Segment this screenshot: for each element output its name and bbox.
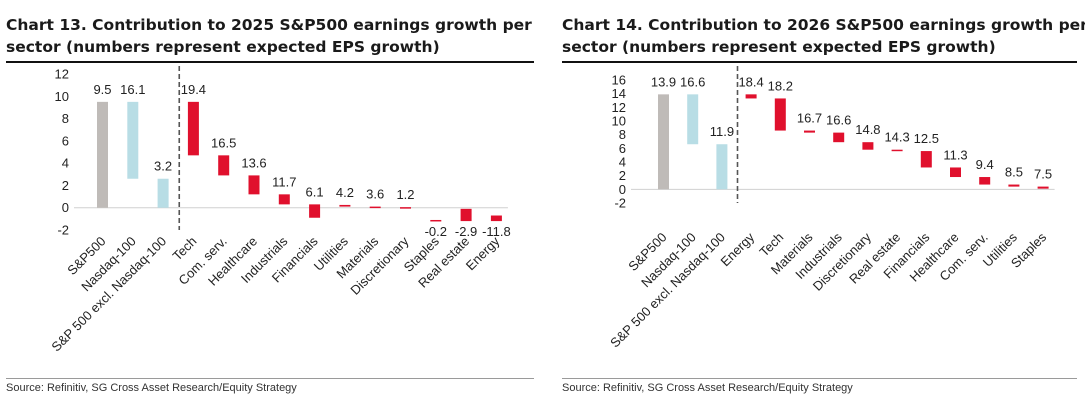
y-tick-label: 12	[55, 67, 69, 82]
data-label: 19.4	[181, 82, 206, 97]
waterfall-chart-13: -20246810129.5S&P50016.1Nasdaq-1003.2S&P…	[48, 66, 511, 354]
data-label: 16.1	[120, 82, 145, 97]
bar-healthcare	[248, 175, 260, 195]
bar-tech	[187, 101, 199, 156]
bar-materials	[369, 206, 381, 209]
chart-13-panel: Chart 13. Contribution to 2025 S&P500 ea…	[0, 0, 540, 418]
bar-s-p500	[97, 101, 108, 208]
bar-s-p-500-excl-nasdaq-100	[157, 178, 169, 208]
y-tick-label: 6	[62, 133, 69, 148]
data-label: 9.5	[93, 82, 111, 97]
bar-energy	[490, 215, 502, 222]
data-label: -2.9	[455, 224, 477, 239]
bar-utilities	[1008, 184, 1020, 187]
chart-title: Chart 14. Contribution to 2026 S&P500 ea…	[562, 16, 1085, 56]
data-label: 16.5	[211, 135, 236, 150]
chart-title: Chart 13. Contribution to 2025 S&P500 ea…	[6, 16, 532, 56]
y-tick-label: 4	[62, 156, 69, 171]
source-rule	[6, 378, 534, 379]
y-tick-label: -2	[57, 223, 69, 238]
y-tick-label: 8	[62, 111, 69, 126]
y-tick-label: 6	[619, 141, 626, 156]
data-label: 12.5	[914, 131, 939, 146]
category-label: S&P 500 excl. Nasdaq-100	[607, 230, 728, 351]
data-label: 13.6	[241, 155, 266, 170]
bar-staples	[430, 219, 442, 222]
data-label: 11.7	[272, 174, 296, 189]
y-tick-label: -2	[614, 196, 626, 211]
data-label: 13.9	[651, 74, 676, 89]
bar-healthcare	[950, 167, 961, 178]
y-tick-label: 12	[612, 100, 626, 115]
data-label: 18.4	[738, 74, 763, 89]
category-label: Energy	[717, 229, 757, 269]
bar-nasdaq-100	[127, 101, 139, 179]
bar-nasdaq-100	[687, 94, 699, 145]
bar-real-estate	[891, 149, 903, 152]
bar-financials	[920, 151, 932, 168]
y-tick-label: 0	[62, 200, 69, 215]
chart-14-panel: Chart 14. Contribution to 2026 S&P500 ea…	[556, 0, 1085, 418]
bar-industrials	[833, 132, 845, 143]
data-label: 14.3	[884, 130, 909, 145]
y-tick-label: 10	[612, 114, 626, 129]
data-label: -11.8	[482, 224, 511, 239]
bar-tech	[774, 98, 786, 131]
title-rule	[562, 61, 1077, 63]
y-tick-label: 2	[62, 178, 69, 193]
bar-financials	[309, 204, 321, 218]
bar-discretionary	[400, 207, 411, 209]
source-note: Source: Refinitiv, SG Cross Asset Resear…	[6, 382, 297, 394]
bar-materials	[804, 130, 815, 133]
bar-utilities	[339, 204, 351, 207]
data-label: 9.4	[976, 157, 994, 172]
title-rule	[6, 61, 534, 63]
source-note: Source: Refinitiv, SG Cross Asset Resear…	[562, 382, 853, 394]
data-label: 7.5	[1034, 167, 1052, 182]
bar-staples	[1037, 186, 1049, 189]
bar-com-serv-	[979, 177, 991, 185]
data-label: 3.6	[366, 187, 384, 202]
y-tick-label: 16	[612, 73, 626, 88]
data-label: 1.2	[396, 187, 414, 202]
category-label: Energy	[463, 233, 503, 273]
y-tick-label: 14	[612, 86, 626, 101]
bar-industrials	[278, 194, 290, 205]
data-label: 16.6	[826, 113, 851, 128]
data-label: -0.2	[425, 224, 447, 239]
y-tick-label: 2	[619, 168, 626, 183]
y-tick-label: 10	[55, 89, 69, 104]
data-label: 3.2	[154, 159, 172, 174]
bar-s-p-500-excl-nasdaq-100	[716, 144, 728, 190]
data-label: 18.2	[768, 78, 793, 93]
data-label: 4.2	[336, 185, 354, 200]
bar-discretionary	[862, 142, 874, 150]
data-label: 14.8	[855, 122, 880, 137]
bar-com-serv-	[218, 155, 230, 176]
y-tick-label: 8	[619, 127, 626, 142]
y-tick-label: 4	[619, 155, 626, 170]
bar-energy	[745, 94, 757, 99]
data-label: 16.6	[680, 74, 705, 89]
bar-s-p500	[658, 94, 669, 190]
source-rule	[562, 378, 1077, 379]
data-label: 16.7	[797, 111, 822, 126]
data-label: 6.1	[306, 184, 324, 199]
data-label: 8.5	[1005, 165, 1023, 180]
y-tick-label: 0	[619, 182, 626, 197]
data-label: 11.9	[710, 124, 734, 139]
data-label: 11.3	[943, 147, 967, 162]
bar-real-estate	[460, 208, 472, 222]
